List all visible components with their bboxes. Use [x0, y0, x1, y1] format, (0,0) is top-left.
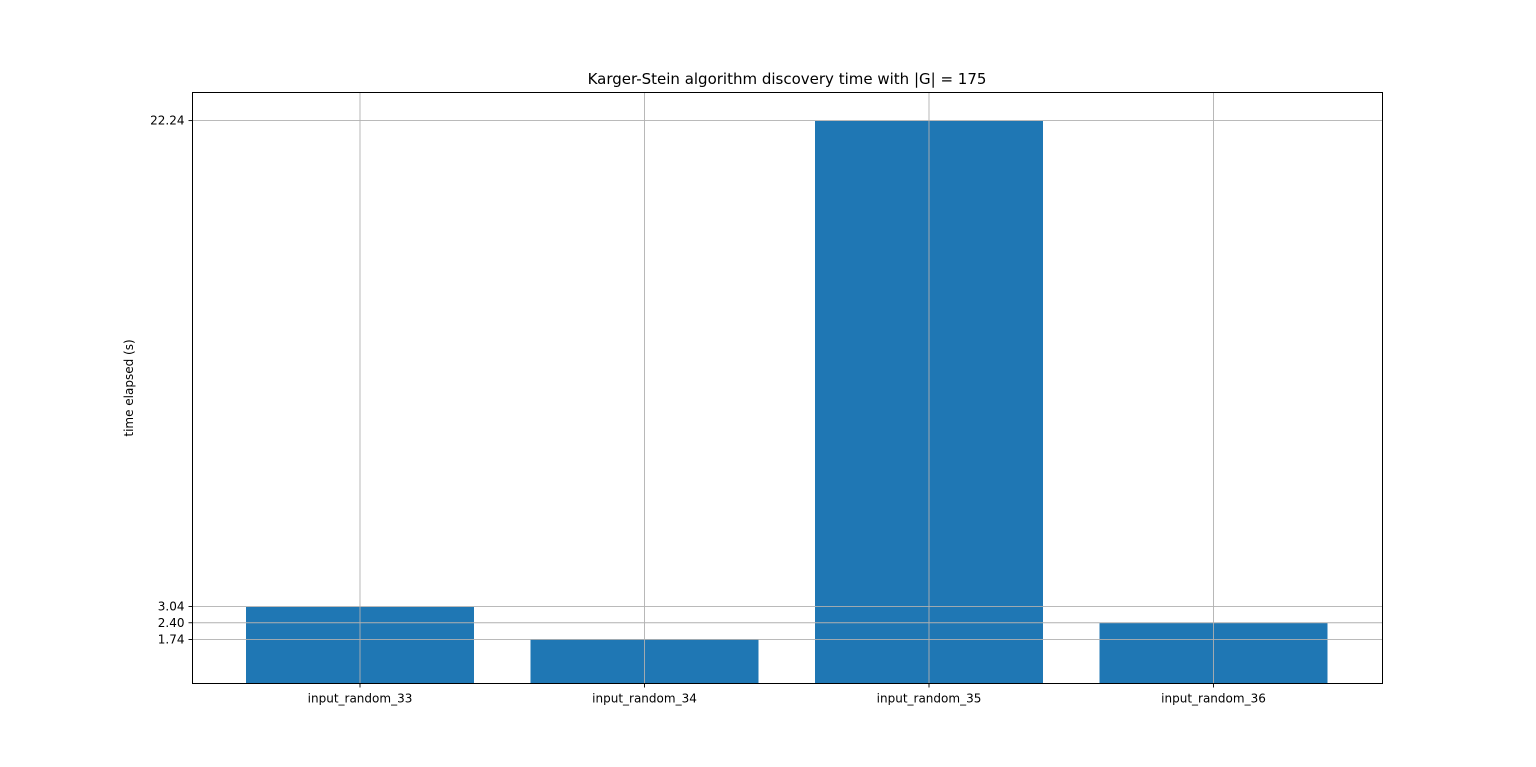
y-axis-label: time elapsed (s)	[122, 339, 136, 436]
y-tick-label: 22.24	[150, 114, 184, 128]
x-tick-label: input_random_34	[592, 692, 697, 706]
chart-title: Karger-Stein algorithm discovery time wi…	[588, 70, 987, 88]
grid-overlay	[192, 92, 1383, 684]
y-tick-label: 2.40	[158, 616, 185, 630]
y-tick-label: 1.74	[158, 632, 185, 646]
y-tick-label: 3.04	[158, 600, 185, 614]
x-ticks: input_random_33 input_random_34 input_rand…	[308, 683, 1266, 706]
x-tick-label: input_random_36	[1161, 692, 1266, 706]
plot-frame	[192, 92, 1383, 684]
x-tick-label: input_random_33	[308, 692, 413, 706]
x-tick-label: input_random_35	[877, 692, 982, 706]
y-ticks: 1.74 2.40 3.04 22.24	[150, 114, 193, 646]
